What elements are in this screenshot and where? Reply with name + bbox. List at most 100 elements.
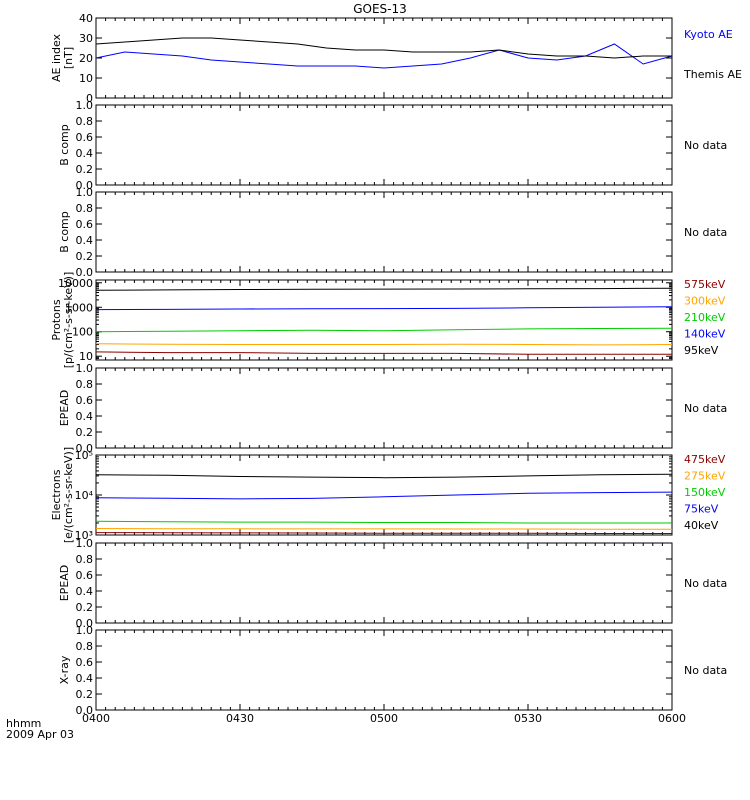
panel-7: 0.0 0.2 0.4 0.6 0.8 1.0 EPEAD No data xyxy=(58,537,727,630)
y-tick-label: 1.0 xyxy=(76,624,94,637)
panel-frame xyxy=(95,17,673,99)
y-axis-label-line: EPEAD xyxy=(58,565,71,602)
time-axis: 0400 0430 0500 0530 0600 xyxy=(82,712,686,725)
legend-entry: 95keV xyxy=(684,344,719,357)
y-tick-label: 0.6 xyxy=(76,131,94,144)
series-line-95kev xyxy=(95,287,673,291)
y-tick-label: 0.2 xyxy=(76,163,94,176)
no-data-label: No data xyxy=(684,226,727,239)
series-line-575kev xyxy=(95,351,672,355)
y-tick-label: 0.0 xyxy=(76,617,94,630)
series-line-275kev xyxy=(95,528,672,530)
no-data-label: No data xyxy=(684,402,727,415)
legend-entry: 75keV xyxy=(684,503,719,516)
y-tick-label: 0.8 xyxy=(76,202,94,215)
y-tick-label: 100 xyxy=(72,326,93,339)
legend-entry: 300keV xyxy=(684,295,726,308)
y-tick-label: 30 xyxy=(79,32,93,45)
y-tick-label: 1.0 xyxy=(76,186,94,199)
y-tick-label: 0.4 xyxy=(76,672,94,685)
panel-5: 0.0 0.2 0.4 0.6 0.8 1.0 EPEAD No data xyxy=(58,362,727,455)
no-data-label: No data xyxy=(684,139,727,152)
y-tick-label: 0.2 xyxy=(76,250,94,263)
y-tick-label: 0.8 xyxy=(76,640,94,653)
panel-3: 0.0 0.2 0.4 0.6 0.8 1.0 B comp No data xyxy=(58,186,727,279)
y-tick-label: 1.0 xyxy=(76,362,94,375)
y-tick-label: 0.6 xyxy=(76,218,94,231)
y-tick-label: 0.8 xyxy=(76,553,94,566)
panel-frame xyxy=(95,629,673,711)
y-tick-label: 40 xyxy=(79,12,93,25)
date-label: 2009 Apr 03 xyxy=(6,728,74,741)
y-tick-label: 10³ xyxy=(75,529,93,542)
y-axis-label-line: [e/(cm²-s-sr-keV)] xyxy=(62,447,75,543)
no-data-label: No data xyxy=(684,664,727,677)
y-axis-label: Electrons [e/(cm²-s-sr-keV)] xyxy=(50,447,75,543)
y-axis-label-line: [p/(cm²-s-sr-keV)] xyxy=(62,272,75,369)
y-axis-label-line: B comp xyxy=(58,124,71,166)
y-tick-label: 1000 xyxy=(65,301,93,314)
y-tick-label: 0.0 xyxy=(76,704,94,717)
series-line-40kev xyxy=(95,473,673,479)
y-tick-label: 20 xyxy=(79,52,93,65)
legend-entry: 475keV xyxy=(684,453,726,466)
y-axis-label: X-ray xyxy=(58,655,71,684)
panel-frame xyxy=(95,542,673,624)
legend-entry: 575keV xyxy=(684,278,726,291)
series-line-kyoto-ae xyxy=(95,43,673,69)
panel-8: 0.0 0.2 0.4 0.6 0.8 1.0 X-ray No data xyxy=(58,624,727,717)
y-axis-label: AE index [nT] xyxy=(50,33,75,82)
y-tick-label: 0.6 xyxy=(76,394,94,407)
y-tick-label: 0.6 xyxy=(76,656,94,669)
y-tick-label: 0.0 xyxy=(76,266,94,279)
x-tick-label: 0400 xyxy=(82,712,110,725)
x-tick-label: 0600 xyxy=(658,712,686,725)
y-tick-label: 0.0 xyxy=(76,442,94,455)
time-unit-label: hhmm xyxy=(6,717,41,730)
legend-entry: 40keV xyxy=(684,519,719,532)
figure-title: GOES-13 xyxy=(353,2,407,16)
panel-frame xyxy=(95,279,673,361)
legend-entry: Kyoto AE xyxy=(684,28,733,41)
series-line-150kev xyxy=(95,520,672,524)
y-tick-label: 10 xyxy=(79,72,93,85)
legend-entry: Themis AE xyxy=(683,68,742,81)
y-axis-label-line: AE index xyxy=(50,33,63,82)
y-tick-label: 10⁵ xyxy=(75,449,93,462)
series-line-475kev xyxy=(95,532,672,534)
y-axis-label: EPEAD xyxy=(58,565,71,602)
y-axis-label: Protons [p/(cm²-s-sr-keV)] xyxy=(50,272,75,369)
y-tick-label: 1.0 xyxy=(76,99,94,112)
y-tick-label: 0.2 xyxy=(76,688,94,701)
panel-frame xyxy=(95,191,673,273)
y-tick-label: 10⁴ xyxy=(75,489,94,502)
panel-1: 0 10 20 30 40 AE index [nT] Kyoto AE Themis AE xyxy=(50,12,742,105)
y-tick-label: 0.6 xyxy=(76,569,94,582)
series-line-140kev xyxy=(95,306,673,311)
y-axis-label: B comp xyxy=(58,124,71,166)
y-axis-label-line: Electrons xyxy=(50,469,63,520)
panel-stack: 0 10 20 30 40 AE index [nT] Kyoto AE Themis AE 0.… xyxy=(50,12,742,717)
y-tick-label: 0.4 xyxy=(76,234,94,247)
series-line-75kev xyxy=(95,491,673,500)
y-tick-label: 10000 xyxy=(58,277,93,290)
y-axis-label-line: Protons xyxy=(50,299,63,340)
y-tick-label: 0.4 xyxy=(76,585,94,598)
x-tick-label: 0430 xyxy=(226,712,254,725)
y-axis-label-line: [nT] xyxy=(62,47,75,69)
y-tick-label: 0.4 xyxy=(76,147,94,160)
y-tick-label: 0.8 xyxy=(76,115,94,128)
series-line-themis-ae xyxy=(95,37,672,59)
legend-entry: 140keV xyxy=(684,328,726,341)
x-tick-label: 0500 xyxy=(370,712,398,725)
y-axis-label: B comp xyxy=(58,211,71,253)
panel-2: 0.0 0.2 0.4 0.6 0.8 1.0 B comp No data xyxy=(58,99,727,192)
no-data-label: No data xyxy=(684,577,727,590)
y-tick-label: 0.4 xyxy=(76,410,94,423)
x-tick-label: 0530 xyxy=(514,712,542,725)
y-tick-label: 0.8 xyxy=(76,378,94,391)
y-tick-label: 0.2 xyxy=(76,601,94,614)
